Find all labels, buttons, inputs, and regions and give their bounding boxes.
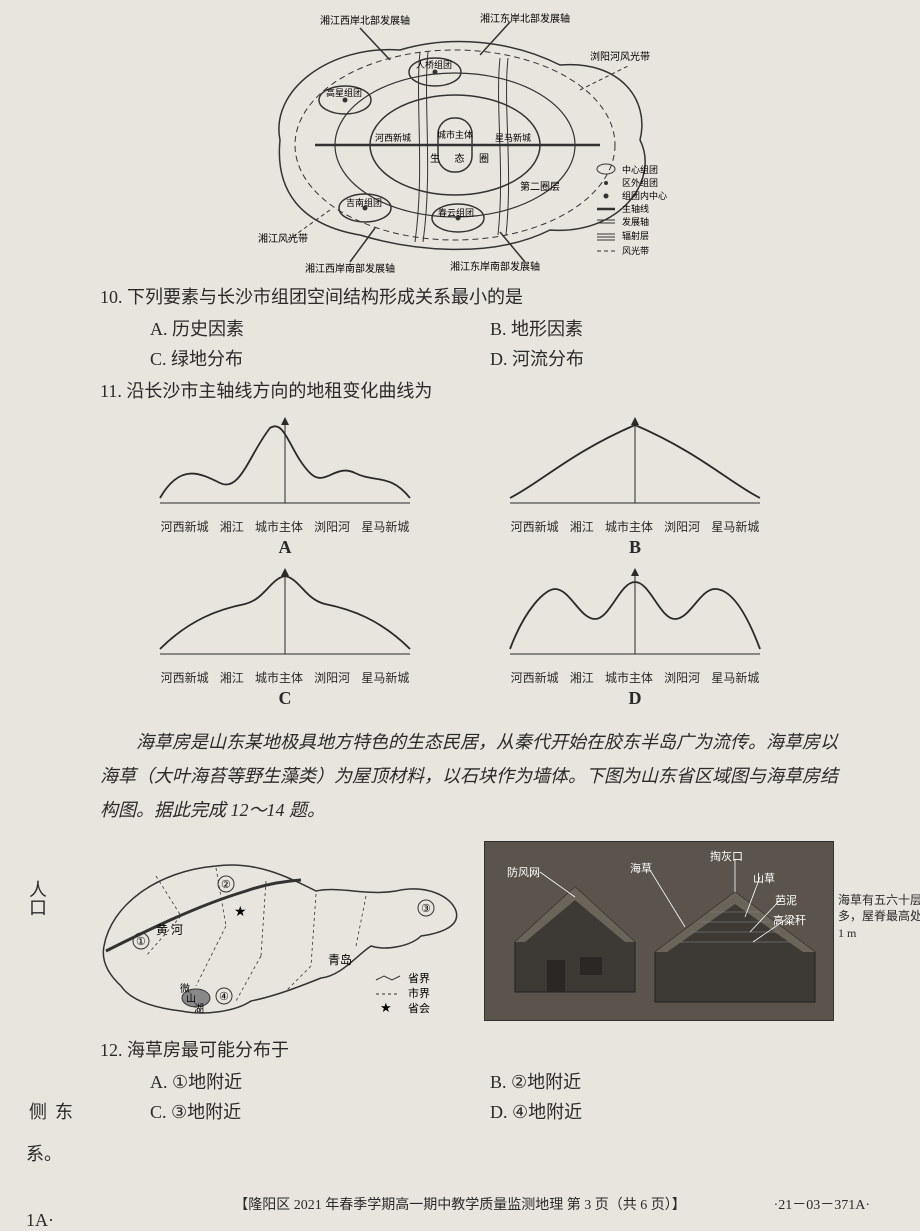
changsha-cluster-diagram: 湘江西岸北部发展轴 湘江东岸北部发展轴 浏阳河风光带 人桥组团 高星组团 河西新… bbox=[220, 10, 700, 275]
legend-scenic: 风光带 bbox=[622, 245, 649, 256]
xlabel: 星马新城 bbox=[361, 518, 409, 535]
label-center: 城市主体 bbox=[437, 129, 473, 140]
label-sw-belt: 湘江风光带 bbox=[258, 232, 308, 245]
label-eco-core: 生 态 圈 bbox=[430, 152, 495, 165]
label-ne-axis: 湘江东岸北部发展轴 bbox=[480, 12, 570, 25]
label-mud: 芭泥 bbox=[775, 892, 797, 908]
label-west-city: 河西新城 bbox=[375, 132, 411, 143]
edge-text-1: 人口 bbox=[24, 880, 50, 916]
q12-options-row1: A. ①地附近 B. ②地附近 bbox=[150, 1068, 890, 1094]
xlabel: 城市主体 bbox=[605, 518, 653, 535]
xlabel: 星马新城 bbox=[711, 669, 759, 686]
legend-main-axis: 主轴线 bbox=[622, 203, 649, 214]
label-cluster-s: 春云组团 bbox=[438, 207, 474, 218]
chart-c-letter: C bbox=[135, 688, 435, 709]
edge-text-3: 系。 bbox=[26, 1140, 62, 1166]
xlabel: 湘江 bbox=[570, 669, 594, 686]
exam-page: 湘江西岸北部发展轴 湘江东岸北部发展轴 浏阳河风光带 人桥组团 高星组团 河西新… bbox=[30, 10, 890, 1124]
xlabel: 浏阳河 bbox=[664, 518, 700, 535]
lake-hu: 湖 bbox=[194, 1003, 204, 1015]
chart-b-letter: B bbox=[485, 537, 785, 558]
label-nw-axis: 湘江西岸北部发展轴 bbox=[320, 14, 410, 27]
xlabel: 城市主体 bbox=[605, 669, 653, 686]
footer-main: 【隆阳区 2021 年春季学期高一期中教学质量监测地理 第 3 页（共 6 页）… bbox=[234, 1198, 686, 1213]
xlabel: 河西新城 bbox=[511, 518, 559, 535]
footer-code: ·21－03－371A· bbox=[774, 1194, 870, 1214]
q12-options-row2: C. ③地附近 D. ④地附近 bbox=[150, 1098, 890, 1124]
shandong-map: ★ ① ② ③ ④ 黄 河 青岛 微 山 湖 省界 市界 ★ bbox=[86, 836, 466, 1026]
label-sorghum: 高粱秆 bbox=[773, 912, 806, 928]
edge-text-2: 东侧 bbox=[24, 1102, 76, 1124]
label-ne-belt: 浏阳河风光带 bbox=[590, 50, 650, 63]
house-side-note: 海草有五六十层之多，屋脊最高处可达 1 m bbox=[838, 892, 920, 942]
label-se-axis: 湘江东岸南部发展轴 bbox=[450, 260, 540, 273]
xlabel: 浏阳河 bbox=[664, 669, 700, 686]
q12-option-a: A. ①地附近 bbox=[150, 1068, 490, 1094]
marker-2: ② bbox=[221, 879, 231, 891]
label-cluster-sw: 吉南组团 bbox=[346, 197, 382, 208]
label-ring2: 第二圈层 bbox=[520, 180, 560, 193]
legend-inner-center: 组团内中心 bbox=[622, 190, 667, 201]
q12-option-d: D. ④地附近 bbox=[490, 1098, 830, 1124]
label-cluster-nw: 高星组团 bbox=[326, 87, 362, 98]
xlabel: 河西新城 bbox=[161, 518, 209, 535]
label-sw-axis: 湘江西岸南部发展轴 bbox=[305, 262, 395, 275]
legend-province: 省界 bbox=[408, 972, 430, 985]
xlabel: 星马新城 bbox=[711, 518, 759, 535]
q10-options-row2: C. 绿地分布 D. 河流分布 bbox=[150, 345, 890, 371]
city-qingdao: 青岛 bbox=[328, 952, 352, 967]
page-footer: 【隆阳区 2021 年春季学期高一期中教学质量监测地理 第 3 页（共 6 页）… bbox=[0, 1194, 920, 1214]
xlabel: 浏阳河 bbox=[314, 669, 350, 686]
xlabel: 湘江 bbox=[570, 518, 594, 535]
marker-3: ③ bbox=[421, 903, 431, 915]
q12-option-c: C. ③地附近 bbox=[150, 1098, 490, 1124]
chart-a-letter: A bbox=[135, 537, 435, 558]
q10-option-b: B. 地形因素 bbox=[490, 315, 830, 341]
figure-row: ★ ① ② ③ ④ 黄 河 青岛 微 山 湖 省界 市界 ★ bbox=[30, 836, 890, 1026]
q10-options-row1: A. 历史因素 B. 地形因素 bbox=[150, 315, 890, 341]
xlabel: 城市主体 bbox=[255, 669, 303, 686]
passage-seaweed-house: 海草房是山东某地极具地方特色的生态民居，从秦代开始在胶东半岛广为流传。海草房以海… bbox=[100, 725, 840, 828]
legend-outer-cluster: 区外组团 bbox=[622, 177, 658, 188]
xlabel: 河西新城 bbox=[511, 669, 559, 686]
xlabel: 浏阳河 bbox=[314, 518, 350, 535]
q12-option-b: B. ②地附近 bbox=[490, 1068, 830, 1094]
q11-chart-grid: 河西新城 湘江 城市主体 浏阳河 星马新城 A 河西新城 湘江 城市主体 浏阳河… bbox=[110, 413, 810, 715]
seaweed-house-diagram: 掏灰口 防风网 海草 山草 芭泥 高粱秆 海草有五六十层之多，屋脊最高处可达 1… bbox=[484, 841, 834, 1021]
q10-option-d: D. 河流分布 bbox=[490, 345, 830, 371]
svg-text:★: ★ bbox=[380, 1000, 392, 1015]
xlabel: 星马新城 bbox=[361, 669, 409, 686]
legend-radiation: 辐射层 bbox=[622, 230, 649, 241]
xlabel: 河西新城 bbox=[161, 669, 209, 686]
label-top-vent: 掏灰口 bbox=[710, 848, 743, 864]
q10-option-a: A. 历史因素 bbox=[150, 315, 490, 341]
chart-d-letter: D bbox=[485, 688, 785, 709]
q11-stem: 11. 沿长沙市主轴线方向的地租变化曲线为 bbox=[100, 377, 890, 403]
label-cluster-north: 人桥组团 bbox=[416, 59, 452, 70]
q10-stem: 10. 下列要素与长沙市组团空间结构形成关系最小的是 bbox=[100, 283, 890, 309]
river-label: 黄 河 bbox=[156, 923, 183, 937]
svg-text:★: ★ bbox=[234, 905, 247, 920]
q12-stem: 12. 海草房最可能分布于 bbox=[100, 1036, 890, 1062]
label-east-city: 星马新城 bbox=[495, 132, 531, 143]
chart-c: 河西新城 湘江 城市主体 浏阳河 星马新城 C bbox=[135, 564, 435, 709]
marker-4: ④ bbox=[219, 991, 229, 1003]
legend-center-cluster: 中心组团 bbox=[622, 164, 658, 175]
q10-option-c: C. 绿地分布 bbox=[150, 345, 490, 371]
chart-d: 河西新城 湘江 城市主体 浏阳河 星马新城 D bbox=[485, 564, 785, 709]
chart-a: 河西新城 湘江 城市主体 浏阳河 星马新城 A bbox=[135, 413, 435, 558]
label-seaweed: 海草 bbox=[630, 860, 652, 876]
chart-b: 河西新城 湘江 城市主体 浏阳河 星马新城 B bbox=[485, 413, 785, 558]
label-windnet: 防风网 bbox=[507, 864, 540, 880]
label-hill-grass: 山草 bbox=[753, 870, 775, 886]
xlabel: 湘江 bbox=[220, 669, 244, 686]
legend-city-border: 市界 bbox=[408, 986, 430, 1000]
legend-capital: 省会 bbox=[408, 1002, 430, 1015]
marker-1: ① bbox=[136, 936, 146, 948]
legend-dev-axis: 发展轴 bbox=[622, 216, 649, 227]
xlabel: 湘江 bbox=[220, 518, 244, 535]
xlabel: 城市主体 bbox=[255, 518, 303, 535]
